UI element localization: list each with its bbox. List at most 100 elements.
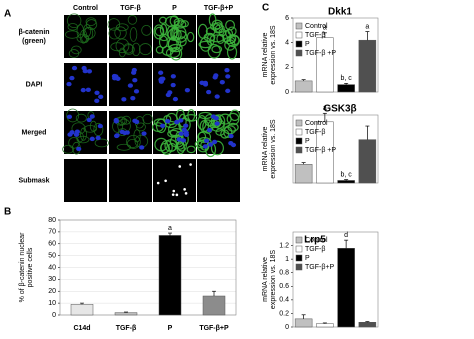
- cell-membrane: [164, 120, 177, 129]
- cell-membrane: [159, 33, 169, 42]
- nucleus: [85, 87, 91, 93]
- legend-swatch: [295, 254, 303, 262]
- nucleus: [214, 121, 220, 126]
- bar: [316, 323, 334, 328]
- cell-membrane: [218, 28, 227, 37]
- cell-membrane: [164, 15, 180, 28]
- cell-membrane: [211, 19, 223, 30]
- nucleus: [139, 145, 145, 150]
- x-tick-label: C14d: [73, 325, 90, 332]
- cell-membrane: [67, 23, 78, 31]
- panel-letter: A: [4, 9, 11, 20]
- cell-membrane: [161, 45, 174, 56]
- nucleus: [219, 80, 225, 85]
- micrograph: [109, 159, 152, 202]
- legend-swatch: [295, 31, 303, 39]
- micrograph: [153, 159, 196, 202]
- x-tick-label: TGF-β+P: [199, 325, 229, 332]
- legend-label: P: [305, 41, 310, 48]
- nucleus: [97, 123, 103, 129]
- mask-spot: [172, 189, 176, 193]
- cell-membrane: [83, 125, 97, 133]
- row-label: β-catenin: [18, 29, 49, 36]
- legend-swatch: [295, 146, 303, 154]
- nucleus: [141, 131, 147, 136]
- bar: [294, 80, 313, 93]
- bar: [114, 312, 138, 316]
- cell-membrane: [71, 45, 82, 55]
- legend-swatch: [295, 49, 303, 57]
- y-tick-label: 4: [285, 40, 289, 47]
- bar: [337, 248, 355, 328]
- column-header: P: [172, 5, 177, 12]
- cell-membrane: [123, 44, 135, 55]
- annotation: a: [323, 105, 327, 112]
- nucleus: [160, 123, 166, 129]
- cell-membrane: [135, 122, 146, 132]
- annotation: a: [365, 23, 369, 30]
- column-header: TGF-β: [120, 5, 141, 12]
- nucleus: [225, 88, 231, 94]
- nucleus: [80, 87, 86, 93]
- y-tick-label: 70: [48, 229, 56, 236]
- cell-membrane: [126, 138, 139, 149]
- mask-spot: [156, 181, 160, 185]
- nucleus: [174, 119, 180, 125]
- y-tick-label: 0.8: [279, 270, 289, 277]
- panel-letter: B: [4, 207, 11, 218]
- x-tick-label: TGF-β: [116, 325, 137, 332]
- cell-membrane: [94, 138, 109, 148]
- column-header: TGF-β+P: [204, 5, 234, 12]
- cell-membrane: [197, 130, 212, 144]
- cell-membrane: [204, 113, 216, 127]
- legend-label: P: [305, 138, 310, 145]
- bar: [316, 37, 334, 93]
- y-tick-label: 0.4: [279, 297, 289, 304]
- chart-title: GSK3β: [323, 104, 356, 115]
- nucleus: [113, 117, 119, 123]
- cell-membrane: [141, 24, 152, 36]
- nucleus: [207, 142, 214, 147]
- cell-membrane: [82, 27, 96, 40]
- nucleus: [89, 114, 95, 119]
- cell-membrane: [129, 27, 138, 42]
- y-tick-label: 40: [48, 264, 56, 271]
- cell-membrane: [131, 42, 141, 57]
- annotation: d: [344, 232, 348, 239]
- plot-frame: [292, 17, 379, 93]
- mask-spot: [184, 192, 188, 195]
- mask-spot: [164, 179, 167, 183]
- cell-membrane: [155, 45, 164, 54]
- cell-membrane: [67, 13, 82, 29]
- plot-frame: [292, 231, 379, 328]
- cell-membrane: [197, 23, 208, 39]
- mask-spot: [189, 163, 192, 166]
- cell-membrane: [62, 144, 75, 154]
- nucleus: [124, 130, 130, 135]
- nucleus: [94, 90, 100, 95]
- cell-membrane: [89, 120, 97, 132]
- cell-membrane: [227, 122, 239, 132]
- nucleus: [158, 79, 164, 84]
- nucleus: [170, 82, 176, 88]
- bar: [70, 304, 94, 316]
- cell-membrane: [126, 135, 141, 149]
- nucleus: [98, 94, 104, 100]
- cell-membrane: [186, 145, 196, 154]
- nucleus: [214, 94, 220, 99]
- nucleus: [132, 78, 138, 83]
- cell-membrane: [226, 112, 240, 126]
- nucleus: [131, 70, 137, 75]
- cell-membrane: [205, 27, 216, 36]
- y-tick-label: 80: [48, 217, 56, 224]
- cell-membrane: [115, 38, 130, 54]
- y-tick-label: 20: [48, 288, 56, 295]
- cell-membrane: [93, 122, 104, 137]
- y-tick-label: 50: [48, 252, 56, 259]
- nucleus: [121, 97, 127, 102]
- nucleus: [81, 65, 87, 71]
- nucleus: [69, 75, 75, 81]
- cell-membrane: [211, 45, 223, 54]
- nucleus: [228, 133, 234, 139]
